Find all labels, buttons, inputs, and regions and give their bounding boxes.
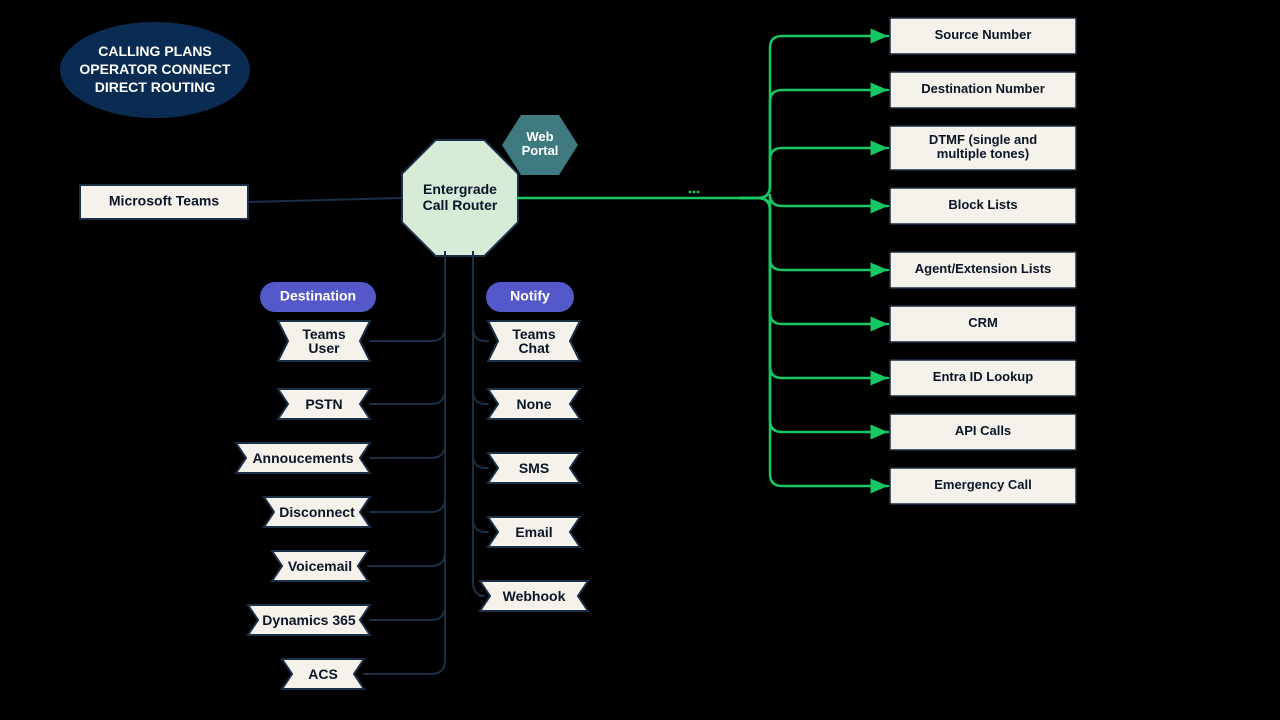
edge-router-notify-3 [473,252,488,532]
svg-text:TeamsUser: TeamsUser [302,326,346,356]
edge-right-6 [740,198,888,378]
edge-router-notify-1 [473,252,488,404]
edge-router-notify-4 [473,252,485,596]
edge-right-2 [740,148,888,198]
diagram-canvas: CALLING PLANSOPERATOR CONNECTDIRECT ROUT… [0,0,1280,720]
svg-text:API Calls: API Calls [955,423,1011,438]
edge-router-dest-2 [370,252,445,458]
edge-router-dest-5 [370,252,445,620]
svg-text:Disconnect: Disconnect [279,504,355,520]
svg-text:EntergradeCall Router: EntergradeCall Router [423,181,498,213]
edge-router-dest-1 [370,252,445,404]
svg-text:SMS: SMS [519,460,549,476]
edge-router-dest-3 [370,252,445,512]
microsoft-teams-label: Microsoft Teams [109,193,219,209]
edge-right-1 [740,90,888,198]
svg-text:Entra ID Lookup: Entra ID Lookup [933,369,1033,384]
edge-router-notify-0 [473,252,488,341]
svg-text:WebPortal: WebPortal [522,129,559,158]
edge-right-8 [740,198,888,486]
svg-text:CALLING PLANSOPERATOR CONNECTD: CALLING PLANSOPERATOR CONNECTDIRECT ROUT… [79,43,231,95]
svg-text:Email: Email [515,524,552,540]
svg-text:Source Number: Source Number [935,27,1032,42]
svg-text:Destination Number: Destination Number [921,81,1045,96]
svg-text:Annoucements: Annoucements [252,450,353,466]
svg-text:Agent/Extension Lists: Agent/Extension Lists [915,261,1052,276]
edge-right-0 [740,36,888,198]
edge-right-7 [740,198,888,432]
svg-text:CRM: CRM [968,315,998,330]
svg-text:Emergency Call: Emergency Call [934,477,1032,492]
svg-text:Notify: Notify [510,288,550,304]
svg-text:Dynamics 365: Dynamics 365 [262,612,356,628]
edge-router-dest-0 [370,252,445,341]
svg-text:Webhook: Webhook [503,588,566,604]
edge-router-dest-6 [364,252,445,674]
edge-teams-router [248,198,402,202]
edge-right-5 [740,198,888,324]
svg-text:ACS: ACS [308,666,338,682]
svg-text:TeamsChat: TeamsChat [512,326,556,356]
svg-text:Destination: Destination [280,288,356,304]
svg-text:None: None [517,396,552,412]
svg-text:Block Lists: Block Lists [948,197,1017,212]
edge-router-notify-2 [473,252,488,468]
edge-router-dest-4 [368,252,445,566]
svg-text:Voicemail: Voicemail [288,558,352,574]
svg-text:DTMF (single andmultiple tones: DTMF (single andmultiple tones) [929,132,1037,161]
edge-right-4 [740,198,888,270]
svg-text:PSTN: PSTN [305,396,342,412]
